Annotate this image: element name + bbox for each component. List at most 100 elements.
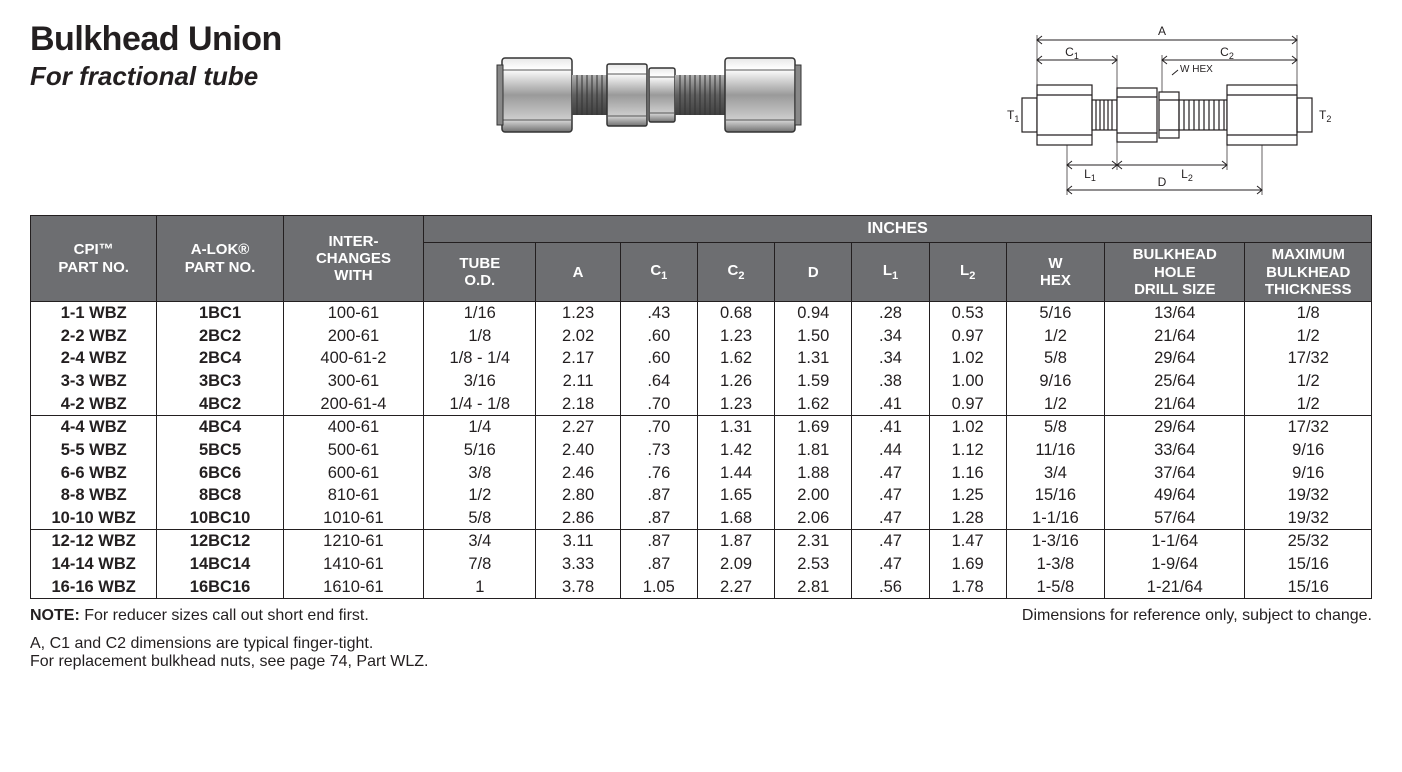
table-cell: 810-61 xyxy=(283,484,423,507)
table-cell: 1.02 xyxy=(929,416,1006,439)
table-cell: 0.68 xyxy=(697,302,774,325)
table-cell: 100-61 xyxy=(283,302,423,325)
table-cell: 9/16 xyxy=(1245,462,1372,485)
table-cell: 2.18 xyxy=(536,393,620,416)
table-cell: 1-3/8 xyxy=(1006,553,1104,576)
table-cell: .70 xyxy=(620,393,697,416)
table-cell: 2-2 WBZ xyxy=(31,325,157,348)
table-row: 6-6 WBZ6BC6600-613/82.46.761.441.88.471.… xyxy=(31,462,1372,485)
table-cell: 1.23 xyxy=(697,393,774,416)
table-cell: 2.27 xyxy=(697,576,774,599)
table-cell: 1.87 xyxy=(697,530,774,553)
page-subtitle: For fractional tube xyxy=(30,61,282,92)
table-cell: 1.31 xyxy=(775,347,852,370)
table-cell: 5/8 xyxy=(1006,416,1104,439)
table-row: 10-10 WBZ10BC101010-615/82.86.871.682.06… xyxy=(31,507,1372,530)
table-cell: 1/2 xyxy=(1006,393,1104,416)
table-cell: 4-4 WBZ xyxy=(31,416,157,439)
table-cell: 3-3 WBZ xyxy=(31,370,157,393)
table-cell: 2.27 xyxy=(536,416,620,439)
table-cell: 15/16 xyxy=(1245,576,1372,599)
table-cell: 4BC2 xyxy=(157,393,283,416)
table-cell: 10BC10 xyxy=(157,507,283,530)
table-cell: 16BC16 xyxy=(157,576,283,599)
table-cell: 37/64 xyxy=(1105,462,1245,485)
table-cell: 1010-61 xyxy=(283,507,423,530)
table-cell: 300-61 xyxy=(283,370,423,393)
table-cell: 1/2 xyxy=(424,484,536,507)
table-cell: 1 xyxy=(424,576,536,599)
table-row: 8-8 WBZ8BC8810-611/22.80.871.652.00.471.… xyxy=(31,484,1372,507)
table-cell: 2.17 xyxy=(536,347,620,370)
table-cell: 200-61 xyxy=(283,325,423,348)
table-row: 4-4 WBZ4BC4400-611/42.27.701.311.69.411.… xyxy=(31,416,1372,439)
table-cell: .87 xyxy=(620,507,697,530)
svg-text:C1: C1 xyxy=(1065,45,1079,61)
table-cell: 3.78 xyxy=(536,576,620,599)
table-cell: 500-61 xyxy=(283,439,423,462)
table-cell: .47 xyxy=(852,484,929,507)
table-cell: 17/32 xyxy=(1245,347,1372,370)
table-cell: 3/4 xyxy=(1006,462,1104,485)
svg-text:W HEX: W HEX xyxy=(1180,64,1213,75)
table-cell: 1/2 xyxy=(1245,325,1372,348)
table-cell: 17/32 xyxy=(1245,416,1372,439)
table-cell: 8BC8 xyxy=(157,484,283,507)
table-cell: 1.31 xyxy=(697,416,774,439)
table-cell: 9/16 xyxy=(1245,439,1372,462)
table-cell: 29/64 xyxy=(1105,347,1245,370)
table-cell: 25/64 xyxy=(1105,370,1245,393)
table-body: 1-1 WBZ1BC1100-611/161.23.430.680.94.280… xyxy=(31,302,1372,599)
table-cell: .73 xyxy=(620,439,697,462)
table-cell: .47 xyxy=(852,462,929,485)
table-cell: .76 xyxy=(620,462,697,485)
table-cell: 2.81 xyxy=(775,576,852,599)
table-cell: 1.65 xyxy=(697,484,774,507)
table-cell: 1/4 xyxy=(424,416,536,439)
table-cell: 1.42 xyxy=(697,439,774,462)
table-cell: 2.11 xyxy=(536,370,620,393)
table-cell: 14-14 WBZ xyxy=(31,553,157,576)
table-cell: 1/8 xyxy=(1245,302,1372,325)
dim-a-label: A xyxy=(1158,24,1166,38)
table-cell: 1.44 xyxy=(697,462,774,485)
table-cell: 9/16 xyxy=(1006,370,1104,393)
table-cell: 1/2 xyxy=(1006,325,1104,348)
table-cell: 1-1/16 xyxy=(1006,507,1104,530)
table-cell: .47 xyxy=(852,507,929,530)
table-cell: .87 xyxy=(620,530,697,553)
table-cell: .44 xyxy=(852,439,929,462)
table-cell: 0.97 xyxy=(929,393,1006,416)
table-cell: 4-2 WBZ xyxy=(31,393,157,416)
table-cell: 1-21/64 xyxy=(1105,576,1245,599)
table-row: 12-12 WBZ12BC121210-613/43.11.871.872.31… xyxy=(31,530,1372,553)
table-cell: 1-1/64 xyxy=(1105,530,1245,553)
table-cell: .60 xyxy=(620,325,697,348)
table-row: 2-2 WBZ2BC2200-611/82.02.601.231.50.340.… xyxy=(31,325,1372,348)
table-cell: 15/16 xyxy=(1006,484,1104,507)
table-cell: 2.09 xyxy=(697,553,774,576)
table-cell: 1.68 xyxy=(697,507,774,530)
table-cell: 1.25 xyxy=(929,484,1006,507)
table-cell: 6-6 WBZ xyxy=(31,462,157,485)
table-cell: 1/8 xyxy=(424,325,536,348)
table-cell: .38 xyxy=(852,370,929,393)
table-cell: 1610-61 xyxy=(283,576,423,599)
table-cell: 1-9/64 xyxy=(1105,553,1245,576)
table-cell: 1.23 xyxy=(536,302,620,325)
table-cell: 3.11 xyxy=(536,530,620,553)
svg-text:D: D xyxy=(1158,175,1167,189)
table-cell: 5-5 WBZ xyxy=(31,439,157,462)
table-cell: 0.94 xyxy=(775,302,852,325)
table-cell: 400-61-2 xyxy=(283,347,423,370)
table-cell: .87 xyxy=(620,553,697,576)
table-cell: 5/16 xyxy=(424,439,536,462)
spec-table: CPI™PART NO.A-LOK®PART NO.INTER-CHANGESW… xyxy=(30,215,1372,599)
table-header: CPI™PART NO.A-LOK®PART NO.INTER-CHANGESW… xyxy=(31,216,1372,302)
table-cell: 10-10 WBZ xyxy=(31,507,157,530)
table-row: 3-3 WBZ3BC3300-613/162.11.641.261.59.381… xyxy=(31,370,1372,393)
table-cell: 2.46 xyxy=(536,462,620,485)
table-cell: .28 xyxy=(852,302,929,325)
table-cell: 1/8 - 1/4 xyxy=(424,347,536,370)
table-cell: 19/32 xyxy=(1245,484,1372,507)
